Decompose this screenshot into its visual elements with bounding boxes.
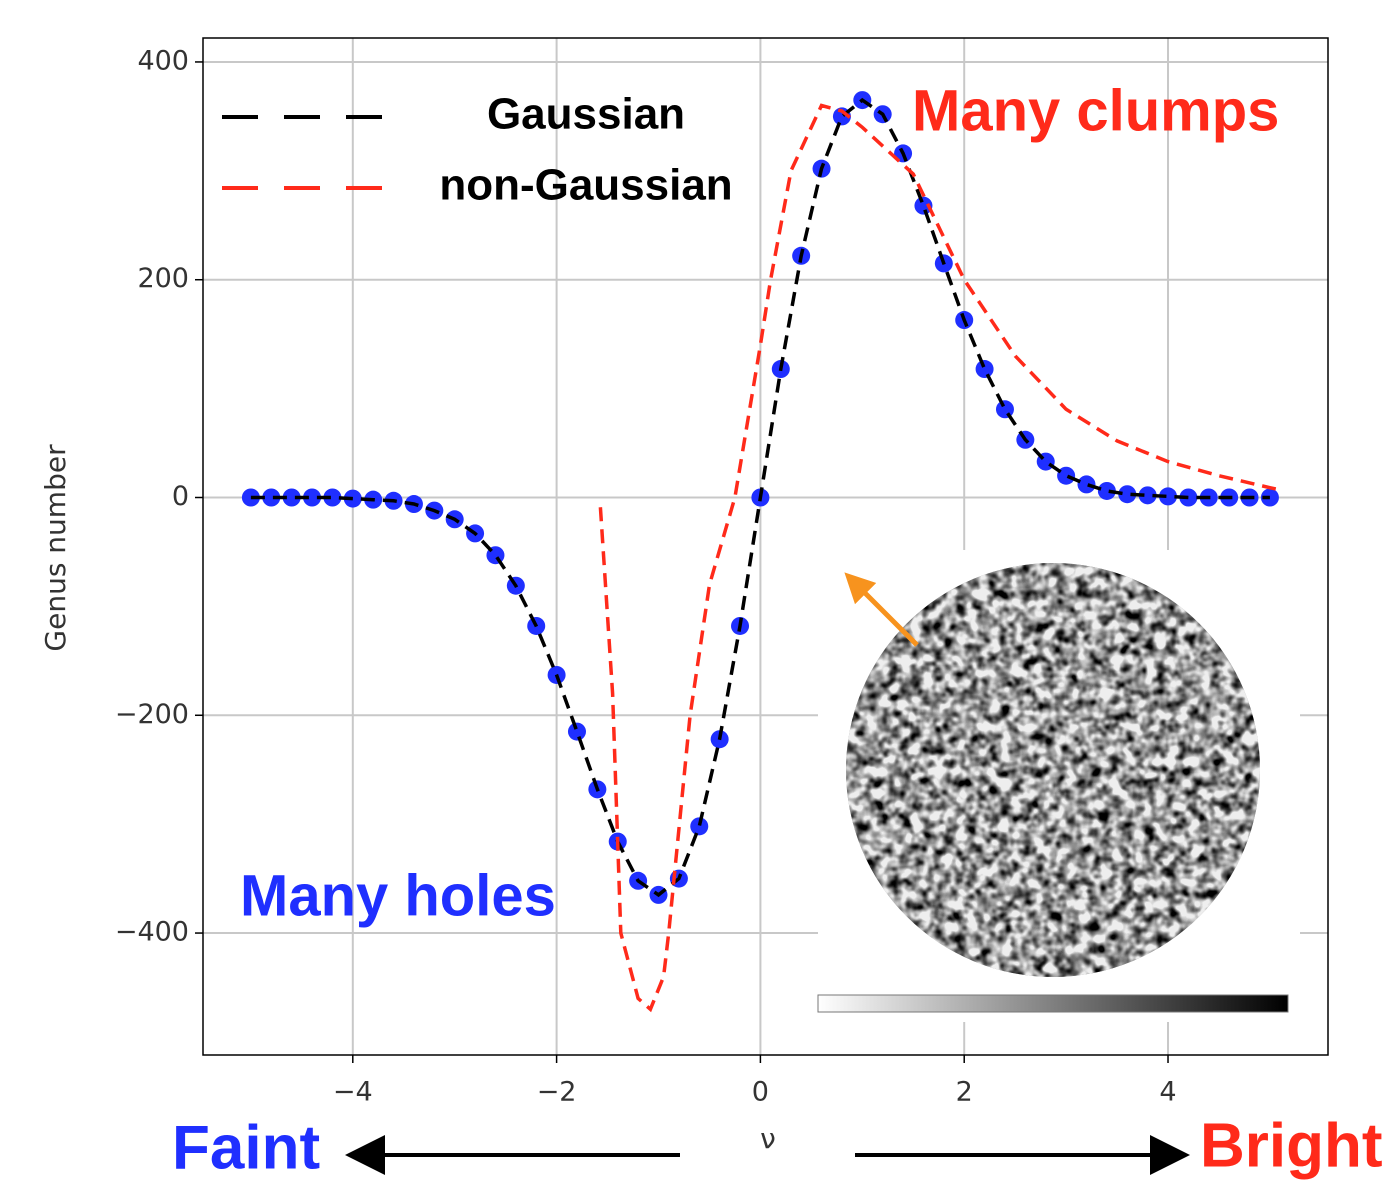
annotation: Bright: [1200, 1111, 1383, 1180]
x-tick-label: 4: [1159, 1077, 1176, 1108]
annotation: Many clumps: [912, 78, 1279, 143]
chart: Genus number ν Gaussiannon-Gaussian −400…: [0, 0, 1394, 1188]
y-tick-label: −200: [115, 699, 189, 730]
x-tick-label: −2: [537, 1077, 577, 1108]
y-tick-label: 200: [137, 263, 189, 294]
legend: Gaussian non-Gaussian: [222, 90, 733, 210]
legend-label: non-Gaussian: [439, 161, 732, 210]
legend-label: Gaussian: [487, 90, 685, 139]
data-point: [568, 723, 586, 741]
data-point: [976, 360, 994, 378]
x-tick-label: 2: [956, 1077, 973, 1108]
inset-map: [818, 550, 1300, 1022]
y-tick-label: 0: [172, 481, 189, 512]
data-point: [1077, 475, 1095, 493]
y-axis-label: Genus number: [39, 444, 72, 652]
x-tick-label: −4: [333, 1077, 373, 1108]
y-tick-label: 400: [137, 45, 189, 76]
y-tick-label: −400: [115, 917, 189, 948]
annotation: Many holes: [240, 863, 556, 928]
x-tick-label: 0: [752, 1077, 769, 1108]
annotation: Faint: [172, 1113, 320, 1182]
x-axis-label: ν: [760, 1122, 776, 1155]
